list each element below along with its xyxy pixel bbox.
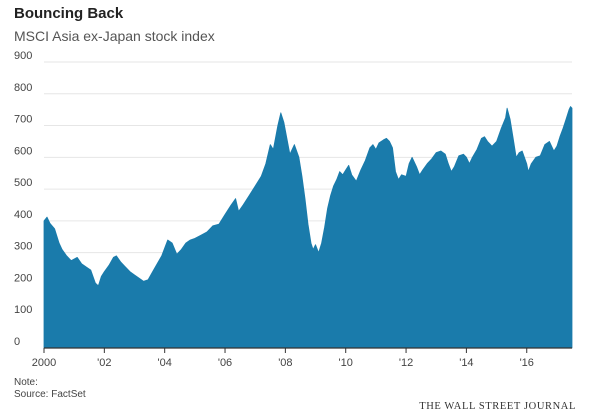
chart-title: Bouncing Back <box>14 5 124 22</box>
axes: 0 100 200 300 400 500 600 700 800 900 2000 '02 '04 '0… <box>14 50 572 369</box>
y-tick-label: 900 <box>14 50 32 62</box>
x-tick-label: '02 <box>97 357 111 369</box>
y-tick-label: 600 <box>14 145 32 157</box>
x-tick-label: 2000 <box>32 357 56 369</box>
x-tick-label: '08 <box>278 357 292 369</box>
chart-subtitle: MSCI Asia ex-Japan stock index <box>14 28 215 44</box>
x-tick-label: '16 <box>520 357 534 369</box>
y-tick-label: 100 <box>14 304 32 316</box>
y-tick-label: 200 <box>14 272 32 284</box>
series-layer <box>43 106 573 349</box>
series-area-0 <box>43 106 573 349</box>
publisher-credit: THE WALL STREET JOURNAL <box>419 401 576 412</box>
chart-note: Note: <box>14 377 38 388</box>
x-tick-label: '06 <box>218 357 232 369</box>
y-tick-label: 300 <box>14 241 32 253</box>
x-tick-label: '04 <box>158 357 172 369</box>
x-tick-label: '12 <box>399 357 413 369</box>
x-tick-label: '14 <box>459 357 473 369</box>
y-tick-label: 400 <box>14 209 32 221</box>
x-tick-label: '10 <box>339 357 353 369</box>
y-tick-label: 800 <box>14 82 32 94</box>
chart-source: Source: FactSet <box>14 389 86 400</box>
y-tick-label: 500 <box>14 177 32 189</box>
y-tick-label: 0 <box>14 336 20 348</box>
y-tick-label: 700 <box>14 114 32 126</box>
